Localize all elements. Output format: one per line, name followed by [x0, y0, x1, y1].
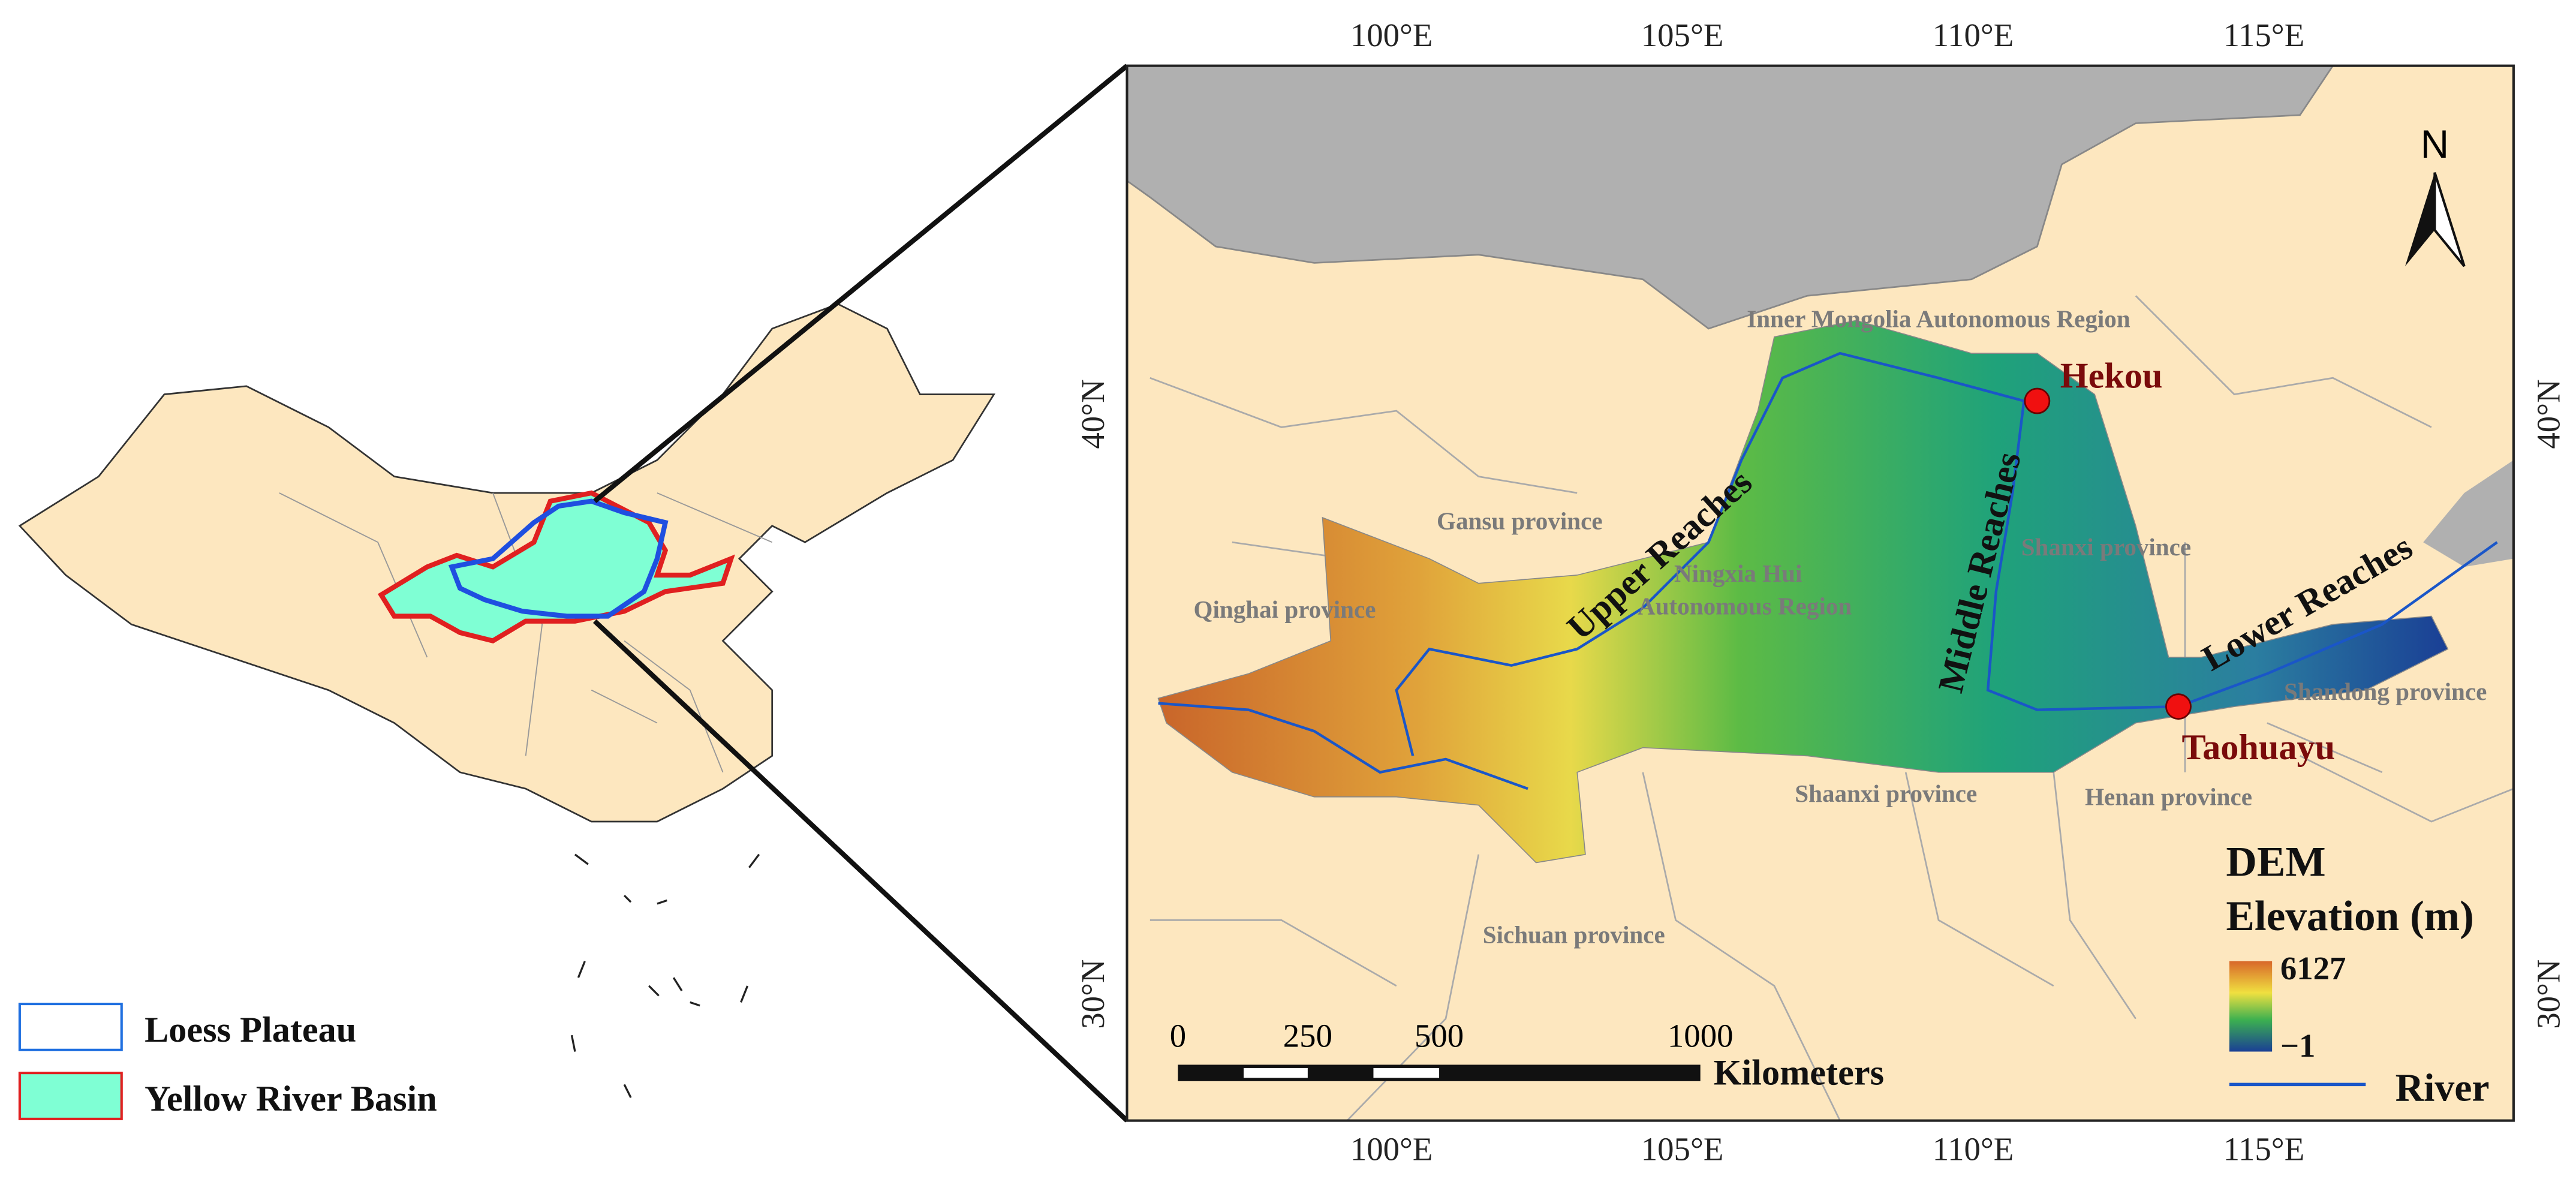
region-label: Shandong province [2284, 678, 2487, 705]
inset-map [18, 303, 996, 1098]
station-label: Taohuayu [2181, 727, 2335, 768]
zoom-line [592, 619, 1129, 1123]
region-label: Autonomous Region [1638, 593, 1852, 620]
longitude-label: 100°E [1350, 1130, 1433, 1167]
longitude-label: 115°E [2223, 17, 2305, 53]
longitude-label: 105°E [1641, 1130, 1724, 1167]
sea [2423, 460, 2514, 567]
station-marker [2024, 387, 2051, 414]
legend-label: Yellow River Basin [145, 1079, 437, 1119]
mongolia [1127, 65, 2334, 330]
region-label: Shaanxi province [1795, 780, 1977, 807]
scale-label: 0 [1170, 1017, 1186, 1054]
station-marker [2165, 693, 2192, 720]
loess-plateau-inset [448, 498, 669, 619]
region-label: Sichuan province [1483, 921, 1665, 949]
basin-dem [1157, 320, 2449, 864]
inset-province-lines [279, 492, 773, 773]
latitude-label: 30°N [2530, 960, 2567, 1029]
north-label: N [2421, 122, 2449, 166]
legend-subtitle: Elevation (m) [2226, 893, 2473, 940]
legend-max: 6127 [2280, 950, 2346, 987]
longitude-label: 115°E [2223, 1130, 2305, 1167]
legend-min: −1 [2280, 1027, 2316, 1064]
latitude-label: 40°N [1075, 379, 1111, 449]
scale-bar [1178, 1064, 1701, 1081]
scale-label: 500 [1415, 1017, 1464, 1054]
legend-title: DEM [2226, 838, 2325, 885]
legend-swatch [18, 1072, 123, 1120]
longitude-label: 100°E [1350, 17, 1433, 53]
south-sea-islands [570, 853, 760, 1098]
dem-colorbar [2229, 961, 2273, 1052]
scale-label: 1000 [1668, 1017, 1734, 1054]
longitude-label: 105°E [1641, 17, 1724, 53]
longitude-label: 110°E [1933, 1130, 2014, 1167]
scale-label: 250 [1283, 1017, 1332, 1054]
station-label: Hekou [2060, 356, 2163, 396]
legend-river: River [2396, 1066, 2490, 1110]
main-map [1127, 65, 2514, 1121]
region-label: Shanxi province [2021, 533, 2191, 561]
region-label: Gansu province [1437, 507, 1603, 534]
region-label: Ningxia Hui [1674, 560, 1802, 587]
yellow-river [1158, 351, 2498, 790]
legend-label: Loess Plateau [145, 1010, 356, 1050]
zoom-line [593, 64, 1129, 503]
scale-unit: Kilometers [1714, 1052, 1884, 1093]
longitude-label: 110°E [1933, 17, 2014, 53]
map-frame [1126, 64, 2515, 1122]
latitude-label: 40°N [2530, 379, 2567, 449]
latitude-label: 30°N [1075, 960, 1111, 1029]
region-label: Henan province [2085, 783, 2252, 811]
yellow-river-basin-inset [377, 490, 735, 643]
region-label: Inner Mongolia Autonomous Region [1747, 305, 2130, 332]
legend-swatch [18, 1003, 123, 1051]
region-label: Qinghai province [1194, 595, 1376, 623]
